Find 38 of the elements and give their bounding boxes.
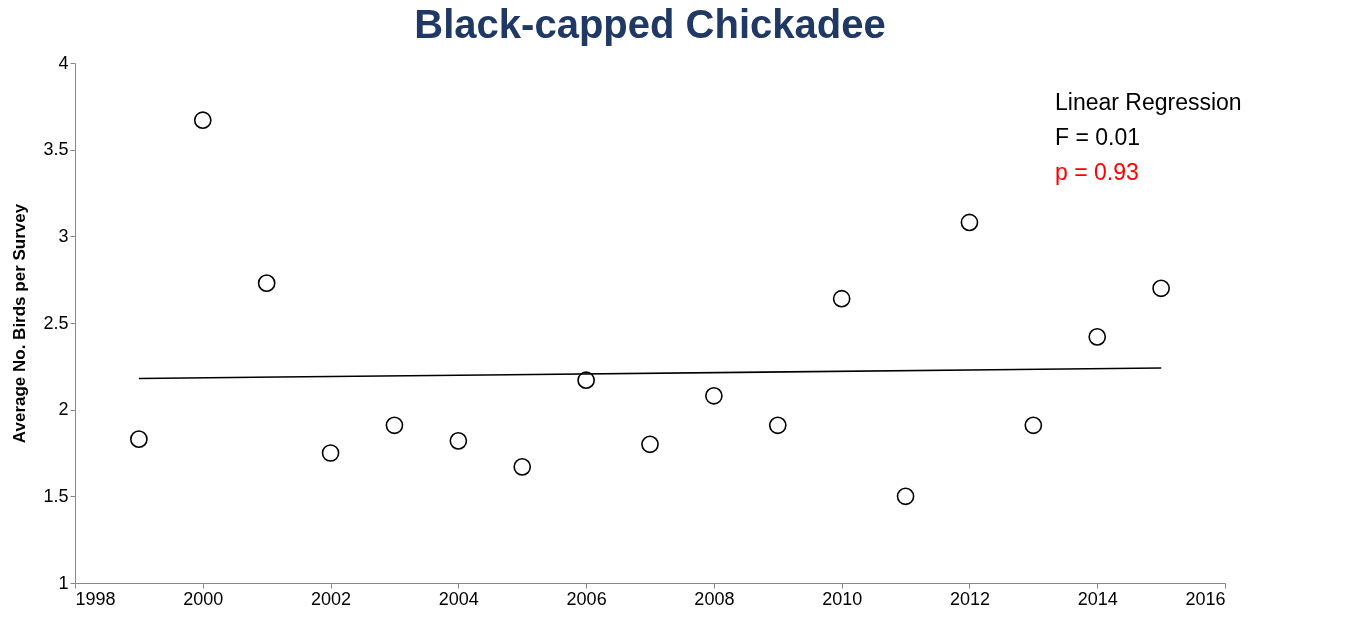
- annotation: p = 0.93: [1055, 159, 1139, 185]
- point: [321, 444, 340, 462]
- y-tick-label: 1.5: [43, 485, 69, 506]
- x-tick-label: 2006: [566, 588, 607, 609]
- y-tick-label: 2.5: [43, 312, 69, 333]
- chart-title: Black-capped Chickadee: [414, 2, 886, 46]
- point: [193, 111, 212, 130]
- point: [1088, 328, 1107, 346]
- point: [1152, 279, 1170, 298]
- x-tick-label: 2004: [438, 588, 479, 609]
- y-tick-label: 1: [58, 572, 69, 593]
- x-tick-label: 2014: [1077, 588, 1118, 609]
- y-tick-label: 2: [58, 399, 69, 420]
- y-tick-label: 3.5: [43, 139, 69, 160]
- point: [896, 487, 915, 506]
- x-tick-label: 2016: [1185, 588, 1226, 609]
- x-tick-label: 1998: [75, 588, 116, 609]
- point: [257, 274, 276, 292]
- point: [449, 432, 468, 450]
- x-tick-label: 2010: [822, 588, 863, 609]
- annotation: F = 0.01: [1055, 124, 1141, 150]
- y-tick-label: 4: [58, 52, 69, 73]
- point: [385, 416, 404, 435]
- point: [641, 435, 659, 454]
- point: [768, 416, 787, 435]
- point: [1024, 416, 1043, 435]
- y-axis-title: Average No. Birds per Survey: [10, 203, 30, 444]
- x-tick-label: 2002: [311, 588, 352, 609]
- annotation: Linear Regression: [1055, 89, 1242, 115]
- point: [130, 430, 148, 448]
- point: [960, 213, 979, 232]
- x-tick-label: 2000: [183, 588, 224, 609]
- x-tick-label: 2008: [694, 588, 735, 609]
- point: [513, 458, 532, 476]
- point: [705, 386, 723, 405]
- point: [832, 289, 851, 308]
- y-tick-label: 3: [58, 225, 69, 246]
- x-tick-label: 2012: [949, 588, 990, 609]
